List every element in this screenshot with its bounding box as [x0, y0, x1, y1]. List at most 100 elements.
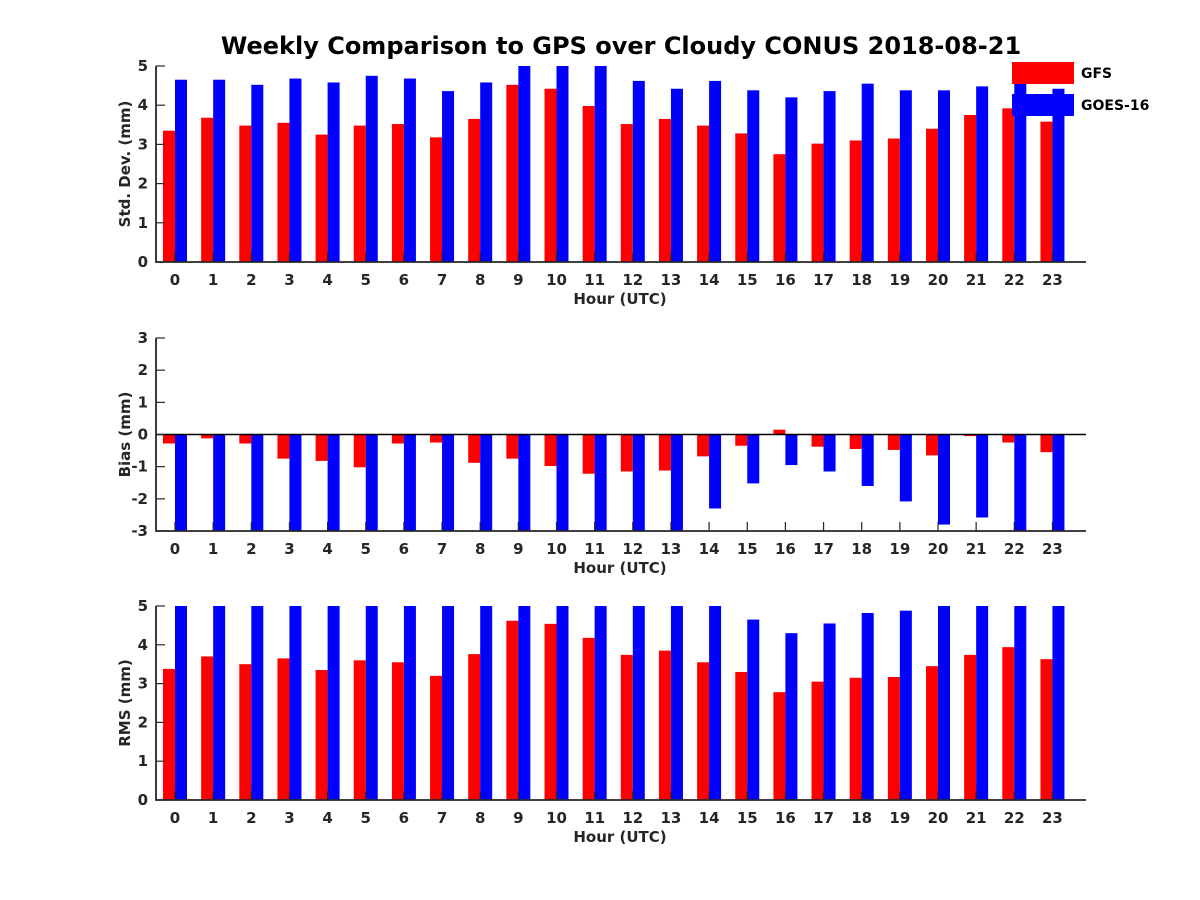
- std-dev-ytick-label: 5: [138, 57, 148, 75]
- bias-ylabel: Bias (mm): [116, 392, 134, 478]
- std-dev-xtick-label: 1: [208, 271, 218, 289]
- std-dev-bar-gfs-17: [811, 143, 824, 262]
- rms-ylabel: RMS (mm): [116, 659, 134, 746]
- std-dev-bar-goes-16-20: [938, 90, 950, 262]
- bias-bar-gfs-17: [811, 434, 824, 447]
- bias-bar-gfs-0: [163, 434, 175, 444]
- std-dev-xtick-label: 18: [851, 271, 872, 289]
- bias-bar-goes-16-8: [480, 434, 493, 531]
- bias-bar-goes-16-5: [365, 434, 378, 531]
- std-dev-xtick-label: 0: [170, 271, 180, 289]
- rms-bar-gfs-11: [582, 637, 595, 800]
- bias-xtick-label: 22: [1004, 540, 1025, 558]
- std-dev-xtick-label: 8: [475, 271, 485, 289]
- std-dev-bar-gfs-2: [239, 125, 252, 262]
- bias-xtick-label: 1: [208, 540, 218, 558]
- rms-xlabel: Hour (UTC): [573, 828, 666, 846]
- bias-bar-gfs-23: [1040, 434, 1053, 453]
- rms-bar-gfs-21: [964, 654, 977, 800]
- bias-xtick-label: 18: [851, 540, 872, 558]
- std-dev-xtick-label: 12: [622, 271, 643, 289]
- std-dev-bar-goes-16-5: [365, 75, 378, 262]
- bias-bar-goes-16-0: [175, 434, 187, 531]
- std-dev-xtick-label: 14: [699, 271, 720, 289]
- bias-bar-goes-16-4: [327, 434, 340, 531]
- bias-bar-goes-16-18: [861, 434, 874, 486]
- rms-xtick-label: 13: [661, 809, 682, 827]
- std-dev-bar-gfs-19: [887, 138, 900, 262]
- bias-xtick-label: 4: [322, 540, 332, 558]
- rms-bar-goes-16-3: [289, 606, 302, 800]
- bias-bar-goes-16-19: [899, 434, 912, 502]
- rms-bar-goes-16-9: [518, 606, 531, 800]
- rms-bar-gfs-3: [277, 658, 290, 800]
- rms-bar-gfs-20: [926, 666, 938, 800]
- bias-ytick-label: 3: [138, 329, 148, 347]
- rms-bar-goes-16-17: [823, 623, 836, 800]
- std-dev-xtick-label: 5: [361, 271, 371, 289]
- bias-bar-goes-16-17: [823, 434, 836, 472]
- rms-ytick-label: 3: [138, 675, 148, 693]
- rms-bar-goes-16-8: [480, 606, 493, 800]
- rms-bar-gfs-16: [773, 692, 786, 800]
- bias-xtick-label: 14: [699, 540, 720, 558]
- bias-bar-gfs-6: [391, 434, 404, 444]
- legend-swatch-gfs: [1012, 62, 1074, 84]
- rms-xtick-label: 10: [546, 809, 567, 827]
- rms-bar-gfs-10: [544, 623, 557, 800]
- bias-xtick-label: 10: [546, 540, 567, 558]
- bias-bar-goes-16-21: [976, 434, 989, 518]
- std-dev-bar-goes-16-22: [1014, 79, 1027, 262]
- rms-xtick-label: 4: [322, 809, 332, 827]
- bias-xtick-label: 13: [661, 540, 682, 558]
- legend-label-gfs: GFS: [1081, 66, 1112, 82]
- std-dev-ytick-label: 2: [138, 175, 148, 193]
- std-dev-bar-gfs-8: [468, 118, 481, 262]
- bias-xtick-label: 23: [1042, 540, 1063, 558]
- rms-bar-goes-16-10: [556, 606, 569, 800]
- bias-xtick-label: 11: [584, 540, 605, 558]
- rms-bar-goes-16-15: [747, 619, 760, 800]
- bias-xtick-label: 16: [775, 540, 796, 558]
- std-dev-bar-gfs-1: [201, 117, 214, 263]
- bias-ytick-label: -2: [131, 490, 148, 508]
- std-dev-bar-goes-16-15: [747, 90, 760, 262]
- bias-bar-gfs-18: [849, 434, 862, 449]
- std-dev-ytick-label: 4: [138, 96, 148, 114]
- std-dev-bar-goes-16-9: [518, 66, 531, 262]
- std-dev-xtick-label: 2: [246, 271, 256, 289]
- bias-bar-goes-16-3: [289, 434, 302, 531]
- std-dev-bar-goes-16-12: [632, 80, 645, 263]
- rms-bar-gfs-5: [353, 660, 366, 800]
- bias-bar-goes-16-10: [556, 434, 569, 531]
- bias-xtick-label: 0: [170, 540, 180, 558]
- rms-bar-goes-16-13: [670, 606, 683, 800]
- rms-xtick-label: 7: [437, 809, 447, 827]
- std-dev-bar-goes-16-14: [709, 80, 722, 263]
- rms-bar-gfs-19: [887, 677, 900, 800]
- rms-bar-gfs-18: [849, 677, 862, 800]
- std-dev-bar-gfs-5: [353, 125, 366, 262]
- figure-title: Weekly Comparison to GPS over Cloudy CON…: [221, 32, 1021, 60]
- rms-bar-goes-16-22: [1014, 606, 1027, 800]
- bias-bar-gfs-12: [620, 434, 633, 472]
- rms-bar-goes-16-7: [442, 606, 455, 800]
- rms-bar-gfs-22: [1002, 647, 1015, 800]
- bias-bar-gfs-14: [697, 434, 710, 457]
- std-dev-bar-gfs-18: [849, 140, 862, 262]
- std-dev-bar-gfs-0: [163, 130, 175, 262]
- std-dev-xtick-label: 17: [813, 271, 834, 289]
- bias-bar-goes-16-20: [938, 434, 950, 525]
- std-dev-xtick-label: 19: [889, 271, 910, 289]
- bias-xtick-label: 8: [475, 540, 485, 558]
- std-dev-bar-goes-16-17: [823, 91, 836, 262]
- rms-xtick-label: 20: [928, 809, 949, 827]
- bias-bar-goes-16-7: [442, 434, 455, 531]
- rms-xtick-label: 0: [170, 809, 180, 827]
- std-dev-bar-goes-16-10: [556, 66, 569, 262]
- bias-bar-goes-16-14: [709, 434, 722, 509]
- rms-xtick-label: 23: [1042, 809, 1063, 827]
